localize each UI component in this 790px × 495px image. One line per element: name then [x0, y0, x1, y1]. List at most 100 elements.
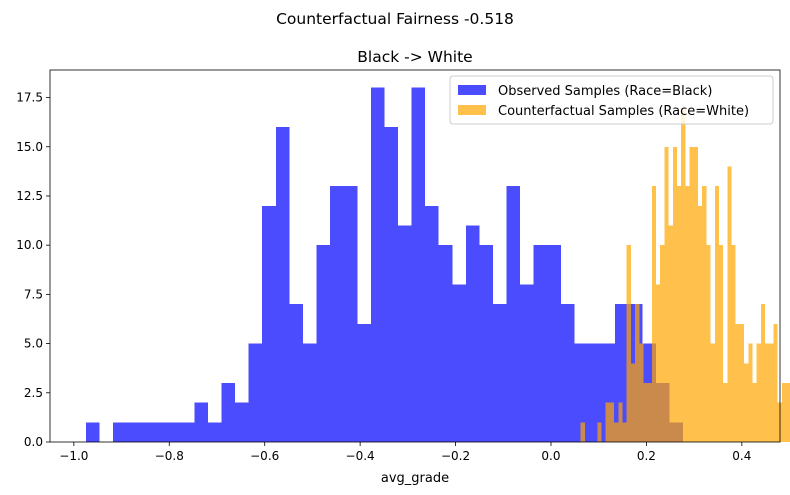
histogram-bar [735, 323, 740, 442]
histogram-bar [605, 402, 610, 442]
histogram-bar [180, 422, 195, 442]
y-tick-label: 17.5 [16, 91, 43, 105]
histogram-bar [547, 245, 561, 442]
histogram-bar [718, 245, 724, 442]
histogram-bar [316, 245, 331, 442]
x-tick-label: 0.2 [637, 449, 656, 463]
histogram-bar [465, 225, 480, 442]
histogram-bar [739, 323, 745, 442]
histogram-bar [194, 402, 208, 442]
histogram-bar [693, 146, 698, 442]
x-tick-label: 0.0 [541, 449, 560, 463]
histogram-bar [597, 422, 602, 442]
y-tick-label: 10.0 [16, 238, 43, 252]
histogram-bar [769, 343, 774, 442]
histogram-bar [752, 382, 757, 442]
histogram-bar [614, 422, 619, 442]
histogram-bar [626, 245, 631, 442]
histogram-bar [343, 186, 358, 442]
histogram-bar [744, 363, 749, 442]
histogram-bar [357, 323, 371, 442]
histogram-bar [384, 127, 398, 442]
histogram-bar [773, 323, 778, 442]
histogram-bar [643, 382, 648, 442]
histogram-bar [262, 205, 276, 442]
histogram-bar [493, 304, 507, 442]
histogram-bar [697, 205, 703, 442]
histogram-bar [207, 422, 222, 442]
histogram-bar [370, 87, 385, 442]
histogram-bar [685, 186, 690, 442]
histogram-bar [167, 422, 181, 442]
histogram-bar [425, 205, 439, 442]
histogram-bar [580, 422, 585, 442]
axes-layer: −1.0 −0.8 −0.6 −0.4 −0.2 0.0 0.2 0.4 0.0 2.5 5.0 7.… [16, 69, 781, 463]
histogram-bar [112, 422, 127, 442]
histogram-bar [765, 343, 770, 442]
histogram-bar [452, 284, 466, 442]
x-axis-label: avg_grade [381, 471, 449, 486]
histogram-bar [677, 186, 682, 442]
histogram-bar [479, 245, 494, 442]
histogram-bar [706, 245, 711, 442]
histogram-bar [221, 382, 236, 442]
histogram-bar [756, 343, 761, 442]
histogram-bar [248, 343, 263, 442]
x-tick-label: 0.4 [732, 449, 751, 463]
histogram-bar [760, 304, 766, 442]
histogram-bar [651, 186, 657, 442]
y-tick-label: 15.0 [16, 140, 43, 154]
histogram-bar [639, 343, 644, 442]
histogram-bar [588, 343, 602, 442]
histogram-bar [618, 402, 623, 442]
histogram-bar [664, 146, 669, 442]
histogram-bar [560, 304, 575, 442]
series-2 [580, 107, 790, 443]
histogram-bar [574, 343, 589, 442]
histogram-bar [689, 146, 694, 442]
x-tick-label: −0.4 [346, 449, 375, 463]
legend-swatch [458, 85, 486, 95]
histogram-bar [397, 225, 412, 442]
histogram-bar [506, 186, 521, 442]
histogram-bar [302, 343, 317, 442]
histogram-bar [714, 186, 719, 442]
histogram-bar [781, 382, 787, 442]
histogram-bar [520, 284, 534, 442]
histogram-bar [85, 422, 100, 442]
histogram-bar [289, 304, 303, 442]
histogram-bar [140, 422, 154, 442]
figure-suptitle: Counterfactual Fairness -0.518 [276, 10, 514, 28]
histogram-bar [668, 225, 673, 442]
y-tick-label: 5.0 [24, 337, 43, 351]
axes-frame [49, 69, 781, 443]
y-tick-label: 7.5 [24, 287, 43, 301]
legend-label: Observed Samples (Race=Black) [498, 84, 712, 99]
histogram-bar [153, 422, 168, 442]
histogram-bar [786, 382, 790, 442]
histogram-bar [411, 87, 426, 442]
x-tick-label: −0.8 [155, 449, 184, 463]
legend-box [449, 75, 774, 125]
histogram-bar [748, 343, 753, 442]
histogram-bar [330, 186, 344, 442]
histogram-bar [647, 382, 652, 442]
legend: Observed Samples (Race=Black) Counterfact… [449, 75, 774, 125]
histogram-bar [672, 146, 678, 442]
histogram-bar [710, 343, 715, 442]
histogram-bar [533, 245, 548, 442]
y-tick-label: 0.0 [24, 435, 43, 449]
bars-layer [85, 87, 790, 443]
histogram-bar [438, 245, 453, 442]
histogram-bar [731, 245, 736, 442]
x-tick-label: −1.0 [59, 449, 88, 463]
histogram-bar [635, 304, 640, 442]
x-tick-label: −0.2 [441, 449, 470, 463]
histogram-bar [235, 402, 249, 442]
series-1 [85, 87, 684, 442]
axes-title: Black -> White [357, 48, 472, 66]
histogram-bar [622, 422, 627, 442]
y-tick-label: 2.5 [24, 386, 43, 400]
histogram-bar [656, 284, 661, 442]
